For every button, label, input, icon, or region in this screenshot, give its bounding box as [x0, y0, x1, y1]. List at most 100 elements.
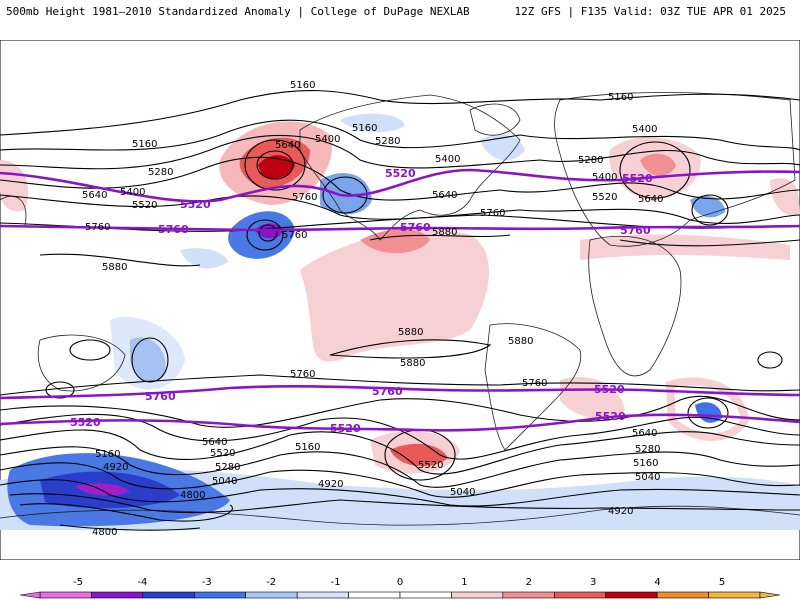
contour-label: 5040 — [212, 476, 237, 487]
greenland-coast — [469, 103, 521, 136]
tropical-blue-patch — [180, 248, 228, 269]
legend-swatch — [245, 591, 298, 599]
closed-low-north-pacific-inner — [258, 224, 278, 242]
contour-5040-south — [0, 479, 800, 507]
hudson-light-blue — [340, 113, 405, 132]
north-america-coast — [299, 94, 521, 241]
asia-pink-streak — [580, 234, 790, 260]
contour-label: 5160 — [352, 123, 377, 134]
legend-tick-label: 0 — [397, 577, 403, 588]
east-edge-pink — [770, 178, 800, 216]
closed-low-south-pacific — [131, 337, 169, 383]
contour-label-purple: 5520 — [385, 167, 416, 180]
contour-label: 5400 — [435, 154, 460, 165]
small-contour-loop-indian — [757, 351, 783, 369]
contour-label: 5520 — [210, 448, 235, 459]
contour-5280-south — [0, 446, 800, 488]
legend-color-bar — [19, 591, 781, 599]
contour-label: 5160 — [132, 139, 157, 150]
height-contours-black — [0, 90, 800, 531]
legend-tick-label: 2 — [526, 577, 532, 588]
central-pacific-pink — [300, 229, 489, 362]
contour-label: 5280 — [375, 136, 400, 147]
eurasia-coast — [554, 92, 796, 247]
contour-label-purple: 5520 — [180, 198, 211, 211]
legend-tick-label: -4 — [137, 577, 147, 588]
small-contour-loop-pacific — [45, 381, 75, 399]
contour-4920-south — [9, 493, 800, 514]
legend-max-arrow — [759, 591, 781, 599]
africa-coast — [588, 235, 682, 377]
contour-label: 5880 — [398, 327, 423, 338]
contour-label-purple: 5520 — [594, 383, 625, 396]
contour-label: 5400 — [632, 124, 657, 135]
legend-tick-label: -1 — [331, 577, 341, 588]
south-pacific-light-blue — [110, 316, 185, 390]
contour-label: 4800 — [180, 490, 205, 501]
contour-label-purple: 5520 — [330, 422, 361, 435]
coastlines — [0, 92, 800, 526]
north-pacific-ridge-core — [258, 155, 295, 179]
contour-label: 5280 — [215, 462, 240, 473]
contour-label-purple: 5520 — [622, 172, 653, 185]
contour-label: 5880 — [102, 262, 127, 273]
legend-tick-label: 3 — [590, 577, 596, 588]
south-america-coast — [484, 323, 582, 451]
contour-label: 4920 — [103, 462, 128, 473]
contour-label: 5640 — [82, 190, 107, 201]
closed-low-south-indian — [687, 397, 729, 429]
map-title: 500mb Height 1981–2010 Standardized Anom… — [6, 5, 470, 18]
legend-tick-label: 4 — [654, 577, 660, 588]
contour-label-purple: 5760 — [158, 223, 189, 236]
contour-label-purple: 5520 — [595, 410, 626, 423]
contour-label-purple: 5520 — [70, 416, 101, 429]
legend-tick-label: -3 — [202, 577, 212, 588]
contour-5880-north — [39, 234, 800, 267]
contour-label: 5640 — [638, 194, 663, 205]
antarctica-coast — [0, 505, 800, 526]
australia-coast — [37, 334, 126, 392]
contour-label: 5640 — [275, 140, 300, 151]
anomaly-map: 5160 5160 5160 5160 5400 5400 5400 5400 … — [0, 40, 800, 560]
contour-label: 5400 — [315, 134, 340, 145]
contour-label: 5880 — [432, 227, 457, 238]
contour-4800-south — [19, 503, 233, 531]
purple-5520-south — [0, 413, 800, 432]
contour-label: 5280 — [635, 444, 660, 455]
contour-label: 5520 — [132, 200, 157, 211]
contour-5280-north — [0, 119, 800, 151]
contour-label: 5760 — [85, 222, 110, 233]
contour-5160-south — [0, 462, 800, 498]
legend-tick-label: 5 — [719, 577, 725, 588]
contour-label: 5760 — [292, 192, 317, 203]
contour-5400-south — [0, 429, 800, 475]
map-header: 500mb Height 1981–2010 Standardized Anom… — [0, 0, 800, 22]
contour-label: 5640 — [432, 190, 457, 201]
contour-label: 5760 — [282, 230, 307, 241]
legend-tick-label: -2 — [266, 577, 276, 588]
anomaly-shading — [0, 113, 800, 530]
contour-5400-north — [0, 134, 800, 170]
small-contour-loop-tropics — [69, 339, 111, 361]
legend-swatch — [91, 591, 144, 599]
contour-label: 5400 — [120, 187, 145, 198]
contour-label: 4920 — [318, 479, 343, 490]
contour-5640-south — [0, 395, 800, 428]
contour-label: 5640 — [632, 428, 657, 439]
purple-5760-north — [0, 224, 800, 232]
purple-5520-north — [0, 168, 800, 203]
contour-label: 5160 — [290, 80, 315, 91]
contour-5160-north — [0, 90, 800, 136]
contour-label: 5640 — [202, 437, 227, 448]
contour-label-purple: 5760 — [145, 390, 176, 403]
europe-ridge-red — [640, 153, 676, 176]
southern-purple-core — [75, 483, 130, 496]
south-atlantic-red — [390, 443, 448, 467]
contour-label: 5880 — [508, 336, 533, 347]
closed-low-north-pacific — [246, 219, 284, 251]
purple-5760-south — [0, 384, 800, 400]
closed-ridge-north-pacific-inner — [256, 150, 294, 180]
contour-label: 5760 — [480, 208, 505, 219]
contour-5520-north — [0, 156, 800, 201]
legend-min-arrow — [19, 591, 41, 599]
